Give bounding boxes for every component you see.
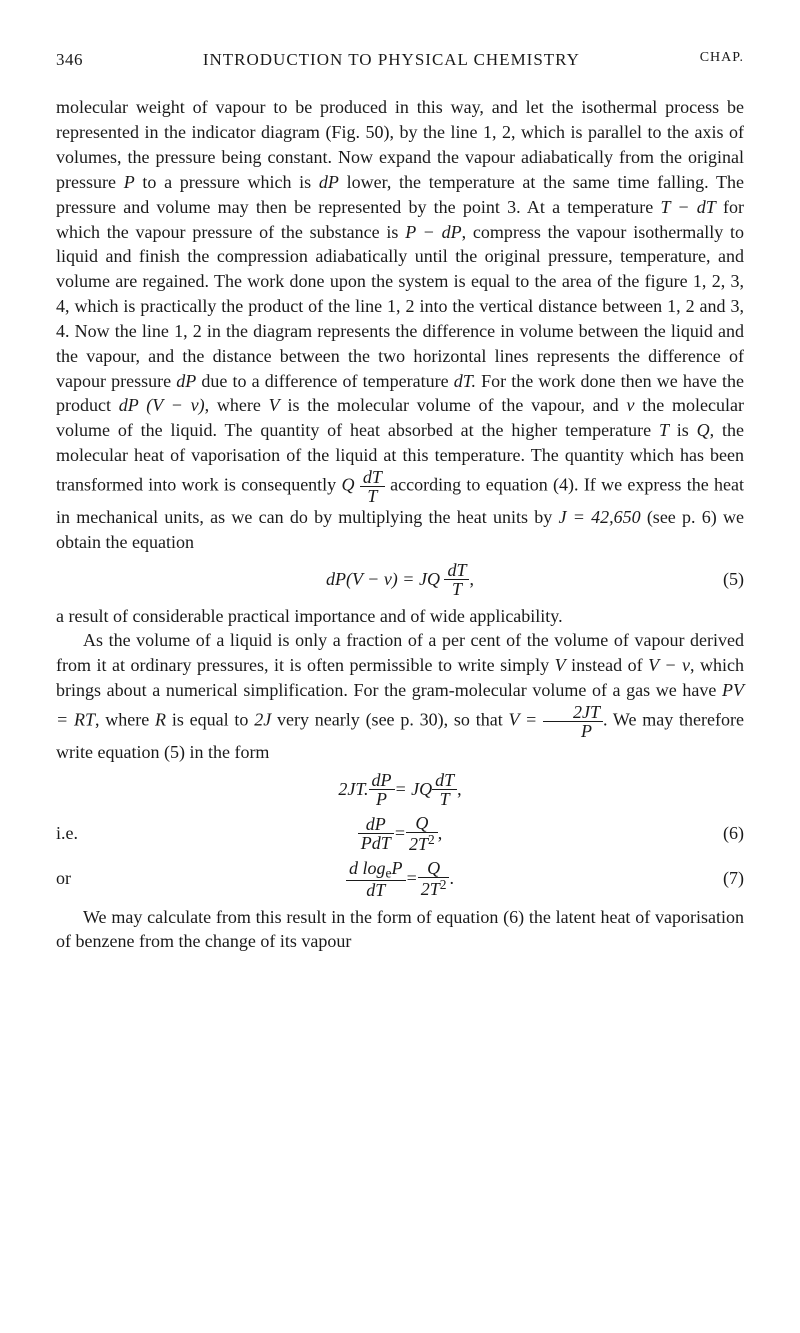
math-V-minus-v: V − v <box>648 655 690 675</box>
math-J-42650: J = 42,650 <box>558 507 640 527</box>
eq-lhs: dP(V − v) = JQ <box>326 567 440 592</box>
equation-5: dP(V − v) = JQ dT T , (5) <box>56 561 744 598</box>
ie-label: i.e. <box>56 821 78 846</box>
math-dP-V-v: dP (V − v) <box>119 395 205 415</box>
denominator: dT <box>346 880 406 899</box>
math-P: P <box>124 172 135 192</box>
denominator: T <box>444 579 469 598</box>
fraction: dT T <box>444 561 469 598</box>
numerator: dT <box>360 468 385 486</box>
fraction-lhs: dP PdT <box>358 815 394 852</box>
or-label: or <box>56 866 71 891</box>
math-V: V <box>269 395 280 415</box>
fraction-dT-T: dTT <box>360 468 385 505</box>
numerator: dP <box>369 771 395 789</box>
equals: = <box>406 866 418 891</box>
equation-number: (6) <box>723 821 744 846</box>
numerator: dP <box>358 815 394 833</box>
denominator: P <box>543 721 603 740</box>
math-R: R <box>155 709 166 729</box>
text: due to a difference of temperature <box>196 371 454 391</box>
equation-6: i.e. dP PdT = Q 2T2 , (6) <box>56 814 744 853</box>
dot: . <box>449 866 454 891</box>
text: very nearly (see p. 30), so that <box>271 709 508 729</box>
chap-mark: CHAP. <box>700 48 744 71</box>
denominator: T <box>432 789 457 808</box>
math-Q: Q <box>697 420 710 440</box>
text: to a pressure which is <box>135 172 319 192</box>
denominator: 2T2 <box>418 877 450 898</box>
text: , where <box>205 395 269 415</box>
denominator: PdT <box>358 833 394 852</box>
numerator: dT <box>432 771 457 789</box>
body-paragraph-4: We may calculate from this result in the… <box>56 905 744 955</box>
equals: = <box>394 821 406 846</box>
eq-lhs: 2JT. <box>338 777 368 802</box>
text: We may calculate from this result in the… <box>56 907 744 952</box>
denominator: P <box>369 789 395 808</box>
running-title: INTRODUCTION TO PHYSICAL CHEMISTRY <box>203 48 580 71</box>
denominator: 2T2 <box>406 832 438 853</box>
denominator: T <box>360 486 385 505</box>
comma: , <box>457 777 462 802</box>
math-T-minus-dT: T − dT <box>660 197 715 217</box>
page-number: 346 <box>56 48 83 71</box>
text: is the molecular volume of the vapour, a… <box>280 395 627 415</box>
numerator: dT <box>444 561 469 579</box>
text: , compress the vapour isothermally to li… <box>56 222 744 391</box>
page-header: 346 INTRODUCTION TO PHYSICAL CHEMISTRY C… <box>56 48 744 71</box>
math-V: V <box>555 655 566 675</box>
text: is <box>669 420 697 440</box>
equation-number: (5) <box>723 567 744 592</box>
numerator: Q <box>406 814 438 832</box>
comma: , <box>469 567 474 592</box>
math-dT: dT. <box>454 371 476 391</box>
body-paragraph-3: As the volume of a liquid is only a frac… <box>56 628 744 764</box>
body-paragraph-2: a result of considerable practical impor… <box>56 604 744 629</box>
math-P-minus-dP: P − dP <box>405 222 461 242</box>
body-paragraph-1: molecular weight of vapour to be produce… <box>56 95 744 554</box>
fraction-lhs: d logeP dT <box>346 859 406 899</box>
numerator: Q <box>418 859 450 877</box>
equation-7: or d logeP dT = Q 2T2 . (7) <box>56 859 744 899</box>
math-dP: dP <box>176 371 196 391</box>
text: is equal to <box>166 709 254 729</box>
fraction-rhs: Q 2T2 <box>406 814 438 853</box>
equation-A: 2JT. dP P = JQ dT T , <box>56 771 744 808</box>
math-T: T <box>659 420 669 440</box>
fraction: dT T <box>432 771 457 808</box>
text: , where <box>95 709 155 729</box>
eq-mid: = JQ <box>395 777 433 802</box>
equation-number: (7) <box>723 866 744 891</box>
math-dP: dP <box>319 172 339 192</box>
math-Q: Q <box>342 475 355 495</box>
fraction-2JT-P: 2JTP <box>543 703 603 740</box>
text: instead of <box>566 655 649 675</box>
math-2J: 2J <box>254 709 271 729</box>
text: a result of considerable practical impor… <box>56 606 563 626</box>
fraction: dP P <box>369 771 395 808</box>
fraction-rhs: Q 2T2 <box>418 859 450 898</box>
math-V-eq: V = <box>509 709 538 729</box>
comma: , <box>438 821 443 846</box>
numerator: 2JT <box>543 703 603 721</box>
numerator: d logeP <box>346 859 406 880</box>
